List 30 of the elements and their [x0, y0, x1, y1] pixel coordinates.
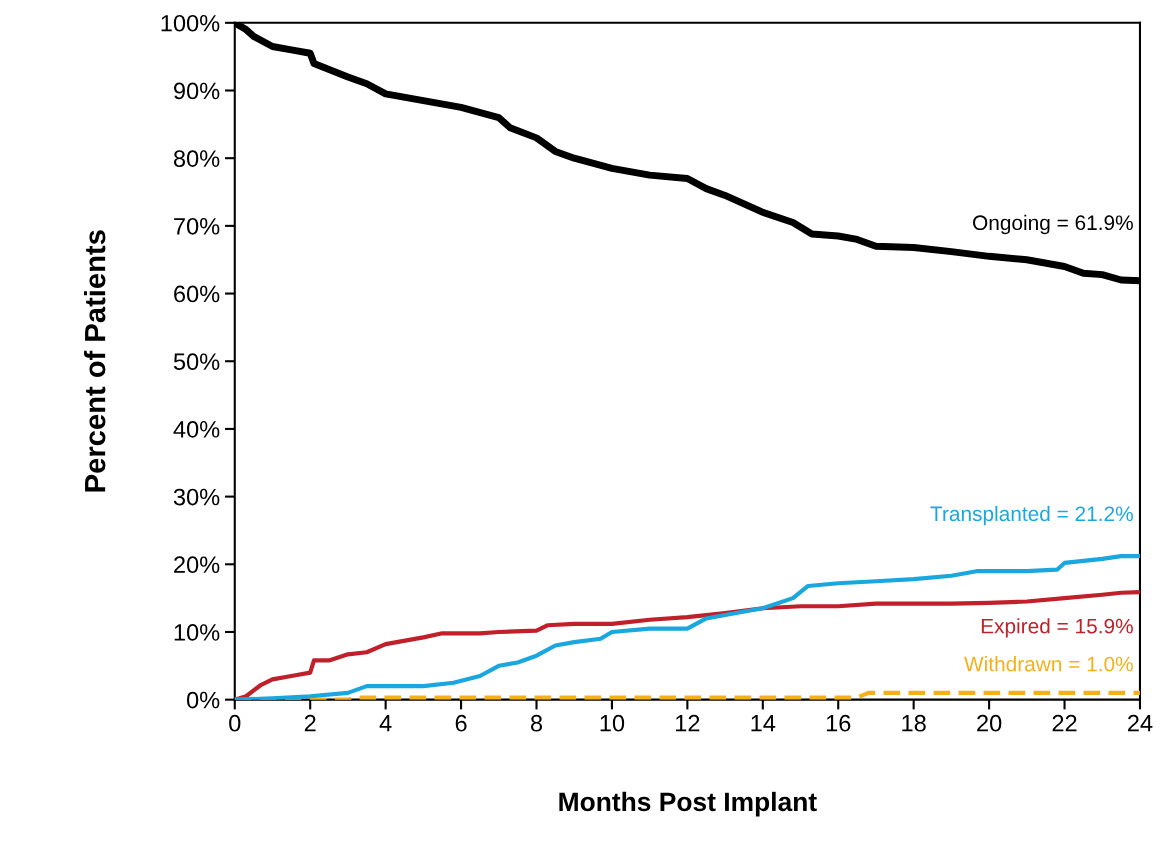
x-tick-label: 14	[751, 715, 776, 732]
x-tick-label: 24	[1128, 714, 1153, 732]
x-tick-label: 4	[379, 715, 392, 732]
x-axis-title: Months Post Implant	[559, 791, 817, 817]
x-tick-label: 2	[304, 714, 316, 732]
y-tick-label: 70%	[174, 217, 220, 235]
y-tick-label: 10%	[174, 624, 220, 641]
x-tick-label: 12	[676, 714, 700, 732]
annotation: Withdrawn = 1.0%	[964, 656, 1133, 672]
x-tick-label: 20	[977, 714, 1002, 732]
y-tick-label: 0%	[186, 691, 220, 709]
y-tick-label: 20%	[174, 556, 220, 574]
annotation: Ongoing = 61.9%	[973, 214, 1133, 235]
y-tick-label: 100%	[161, 14, 220, 32]
x-tick-label: 18	[902, 714, 926, 732]
y-tick-label: 50%	[173, 353, 220, 371]
x-tick-label: 10	[600, 714, 625, 732]
x-tick-label: 8	[530, 714, 543, 732]
x-tick-label: 22	[1052, 714, 1077, 732]
x-tick-label: 0	[229, 714, 241, 732]
y-tick-label: 30%	[173, 488, 220, 506]
x-tick-label: 6	[455, 714, 467, 732]
annotation: Transplanted = 21.2%	[930, 505, 1133, 526]
annotation: Expired = 15.9%	[981, 618, 1133, 638]
x-tick-label: 16	[826, 714, 851, 732]
y-tick-label: 80%	[173, 150, 220, 167]
y-tick-label: 90%	[174, 82, 220, 100]
y-axis-title: Percent of Patients	[84, 230, 106, 492]
y-tick-label: 40%	[173, 420, 220, 438]
y-tick-label: 60%	[174, 285, 220, 303]
